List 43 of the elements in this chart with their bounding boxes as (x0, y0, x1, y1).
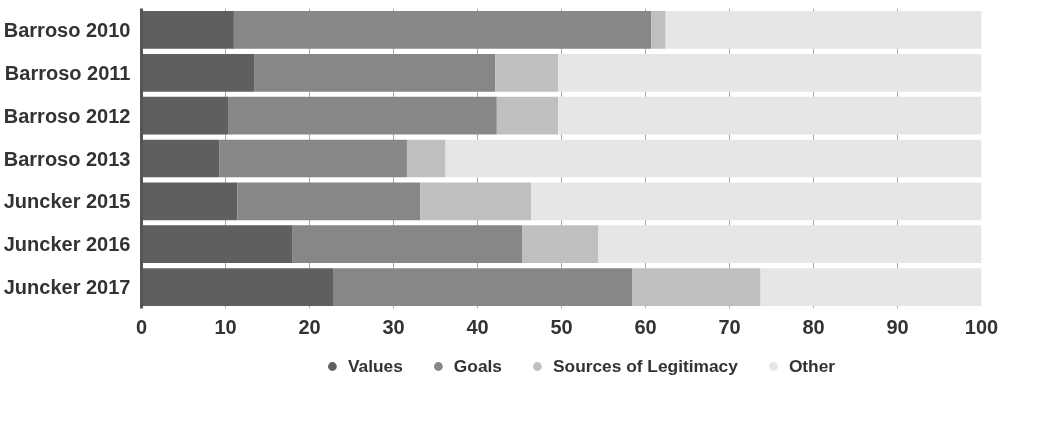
y-tick-label: Barroso 2010 (3, 18, 131, 41)
bar (598, 225, 982, 264)
y-tick-label: Juncker 2017 (3, 276, 131, 299)
x-tick-label: 100 (964, 315, 999, 338)
x-tick-label: 50 (550, 315, 573, 338)
bar (228, 96, 497, 135)
x-tick-label: 40 (466, 315, 489, 338)
bar (333, 268, 633, 306)
bar (237, 182, 421, 221)
y-tick-label: Barroso 2013 (3, 147, 131, 170)
x-tick-label: 90 (886, 315, 909, 338)
bar (496, 96, 559, 135)
x-tick-label: 10 (214, 315, 237, 338)
bar (233, 11, 652, 49)
bar (292, 225, 523, 264)
bar (420, 182, 532, 221)
x-tick-label: 20 (298, 315, 321, 338)
x-tick-label: 80 (802, 315, 825, 338)
y-tick-label: Juncker 2015 (3, 190, 131, 213)
legend-label: Values (347, 355, 403, 377)
bar (760, 268, 982, 306)
x-tick-label: 30 (382, 315, 405, 338)
bar (558, 96, 982, 135)
bar (558, 53, 982, 92)
x-tick-label: 70 (718, 315, 741, 338)
y-tick-label: Juncker 2016 (3, 233, 131, 256)
x-tick-label: 60 (634, 315, 657, 338)
x-tick-label: 0 (135, 315, 148, 338)
bar (495, 53, 559, 92)
y-tick-label: Barroso 2012 (3, 104, 131, 127)
bar (665, 11, 982, 49)
legend-label: Sources of Legitimacy (552, 355, 738, 377)
bar (219, 139, 407, 178)
bar (531, 182, 982, 221)
legend-label: Other (788, 355, 836, 377)
legend-label: Goals (453, 355, 502, 377)
y-tick-label: Barroso 2011 (4, 61, 131, 84)
bar (651, 11, 666, 49)
bar (632, 268, 761, 306)
bar (522, 225, 599, 264)
bar (254, 53, 496, 92)
bar (445, 139, 982, 178)
bar (406, 139, 446, 178)
